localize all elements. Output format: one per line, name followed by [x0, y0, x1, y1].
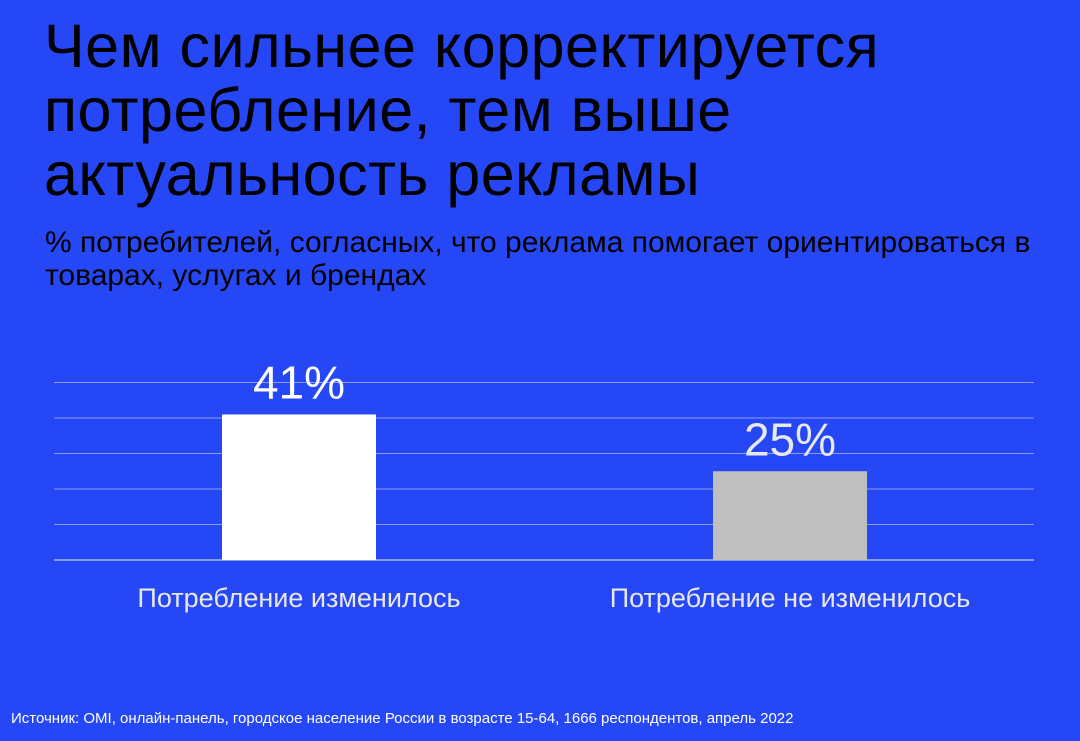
source-note: Источник: OMI, онлайн-панель, городское …: [11, 710, 794, 727]
chart-subtitle: % потребителей, согласных, что реклама п…: [45, 226, 1031, 292]
bar-1: [222, 414, 376, 560]
category-label-2: Потребление не изменилось: [610, 583, 971, 613]
data-label-1: 41%: [253, 356, 345, 408]
data-label-2: 25%: [744, 413, 836, 465]
bar-2: [713, 471, 867, 560]
category-label-1: Потребление изменилось: [137, 583, 460, 613]
chart-title: Чем сильнее корректируется потребление, …: [44, 12, 880, 208]
